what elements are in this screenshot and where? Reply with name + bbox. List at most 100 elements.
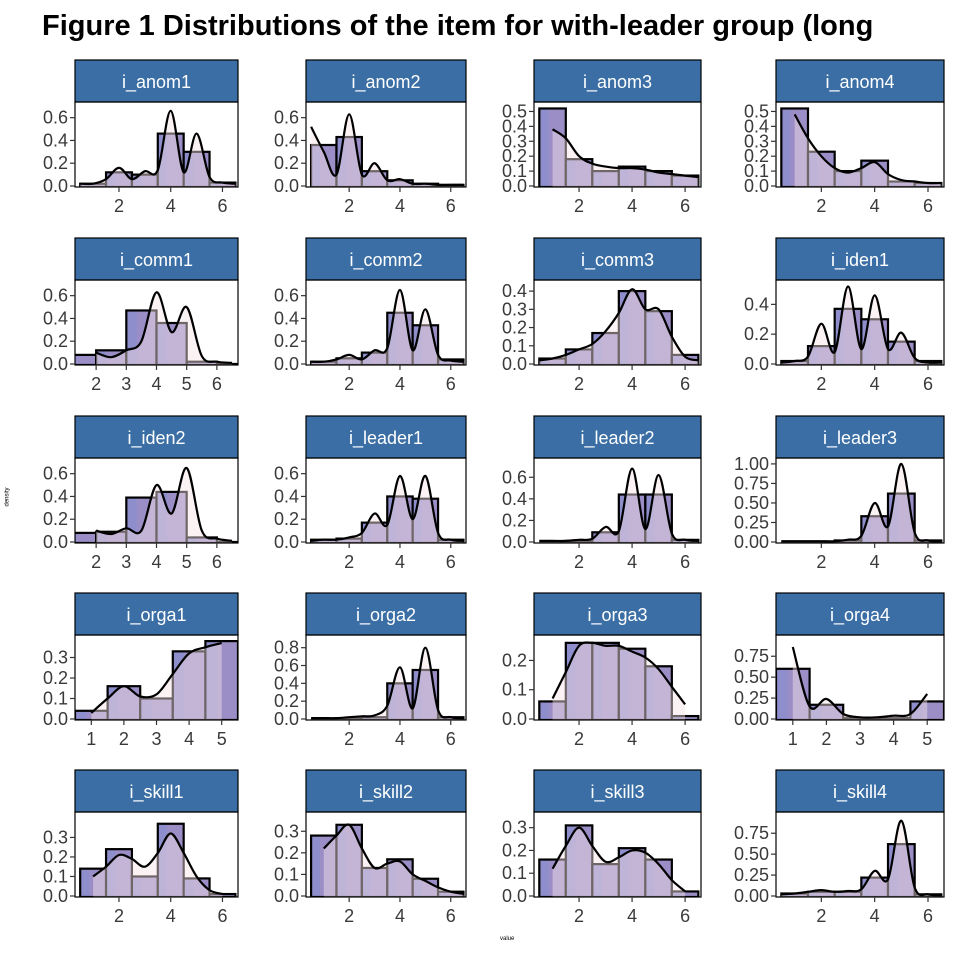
density-area xyxy=(311,114,464,187)
x-tick-label: 6 xyxy=(680,906,690,926)
density-curve xyxy=(793,113,942,185)
facet-panel-i_leader1: i_leader1 0.0 0.2 0.40.6 2 4 6 xyxy=(274,415,467,572)
facet-strip xyxy=(533,592,702,636)
density-curve xyxy=(781,462,942,543)
x-tick-label: 3 xyxy=(855,729,865,749)
density-area xyxy=(792,647,928,720)
figure-title: Figure 1 Distributions of the item for w… xyxy=(42,10,874,42)
density-curve xyxy=(551,826,686,893)
y-tick-label: 0.0 xyxy=(274,886,299,906)
y-tick-label: 0.4 xyxy=(502,116,527,136)
y-tick-label: 0.25 xyxy=(734,688,769,708)
y-tick-label: 0.1 xyxy=(43,689,68,709)
x-tick-label: 2 xyxy=(344,552,354,572)
x-tick-label: 6 xyxy=(217,196,227,216)
facet-panel-i_anom4: i_anom4 0.00.10.20.30.40.5 2 4 6 xyxy=(744,59,945,216)
y-tick-label: 0.6 xyxy=(274,656,299,676)
y-tick-label: 0.3 xyxy=(744,131,769,151)
x-tick-label: 2 xyxy=(344,906,354,926)
facet-strip-label: i_skill4 xyxy=(833,782,887,803)
facet-panel-i_iden1: i_iden1 0.0 0.2 0.4 2 4 6 xyxy=(744,237,945,394)
x-tick-label: 4 xyxy=(870,374,880,394)
y-tick-label: 0.1 xyxy=(274,864,299,884)
y-tick-label: 0.4 xyxy=(744,294,769,314)
y-tick-label: 0.0 xyxy=(43,354,68,374)
y-tick-label: 0.0 xyxy=(502,886,527,906)
x-tick-label: 4 xyxy=(166,906,176,926)
y-tick-label: 0.3 xyxy=(274,821,299,841)
y-tick-label: 0.6 xyxy=(274,286,299,306)
facet-panel-i_leader2: i_leader2 0.00.20.40.6 2 4 6 xyxy=(502,415,702,572)
x-tick-label: 3 xyxy=(121,552,131,572)
histogram-bar xyxy=(309,834,338,897)
facet-strip-label: i_leader2 xyxy=(580,428,654,449)
y-tick-label: 0.2 xyxy=(43,331,68,351)
y-tick-label: 0.3 xyxy=(502,131,527,151)
histogram-bar xyxy=(79,867,108,897)
facet-strip xyxy=(305,769,467,813)
x-tick-label: 2 xyxy=(816,196,826,216)
histogram-bar xyxy=(156,822,185,897)
panel-border xyxy=(775,101,945,188)
panel-border xyxy=(305,457,467,544)
density-area xyxy=(311,647,464,720)
y-tick-label: 0.0 xyxy=(744,354,769,374)
density-area xyxy=(552,827,686,897)
density-curve xyxy=(95,291,233,364)
density-curve xyxy=(311,646,464,720)
density-curve xyxy=(791,646,929,719)
panel-border xyxy=(74,101,239,188)
x-tick-label: 2 xyxy=(574,552,584,572)
y-tick-label: 0.0 xyxy=(43,886,68,906)
y-tick-label: 0.50 xyxy=(734,844,769,864)
y-tick-label: 0.6 xyxy=(43,286,68,306)
facet-panel-i_orga1: i_orga1 0.00.10.20.3 1 2 3 4 5 xyxy=(43,592,239,749)
x-tick-label: 6 xyxy=(446,552,456,572)
panel-border xyxy=(305,279,467,366)
facet-panel-i_orga3: i_orga3 0.0 0.1 0.2 2 4 6 xyxy=(502,592,702,749)
x-tick-label: 4 xyxy=(151,552,161,572)
x-tick-label: 6 xyxy=(446,906,456,926)
x-tick-label: 1 xyxy=(788,729,798,749)
density-curve xyxy=(539,288,699,362)
y-tick-label: 0.25 xyxy=(734,512,769,532)
x-tick-label: 6 xyxy=(680,552,690,572)
facet-panel-i_anom1: i_anom1 0.0 0.2 0.40.6 2 4 6 xyxy=(43,59,239,216)
y-tick-label: 0.1 xyxy=(744,161,769,181)
plot-area xyxy=(309,474,465,543)
plot-area xyxy=(538,824,700,897)
x-tick-label: 5 xyxy=(217,729,227,749)
y-tick-label: 0.2 xyxy=(43,509,68,529)
y-tick-label: 0.00 xyxy=(734,532,769,552)
histogram-bar xyxy=(185,360,218,365)
plot-area xyxy=(79,822,237,897)
density-curve xyxy=(310,474,464,542)
x-tick-label: 4 xyxy=(395,196,405,216)
panel-border xyxy=(533,634,702,721)
y-tick-label: 0.1 xyxy=(502,336,527,356)
y-tick-label: 0.0 xyxy=(502,176,527,196)
facet-strip xyxy=(305,415,467,459)
x-tick-label: 6 xyxy=(680,196,690,216)
histogram-bar xyxy=(360,866,389,897)
y-tick-label: 0.6 xyxy=(274,464,299,484)
y-tick-label: 0.50 xyxy=(734,493,769,513)
density-curve xyxy=(90,642,222,714)
plot-area xyxy=(75,291,238,365)
histogram-bar xyxy=(436,358,465,365)
facet-strip xyxy=(775,59,945,103)
y-tick-label: 0.2 xyxy=(43,847,68,867)
density-area xyxy=(539,468,699,543)
x-tick-label: 2 xyxy=(91,552,101,572)
facet-panel-i_skill3: i_skill3 0.0 0.1 0.20.3 2 4 6 xyxy=(502,769,702,926)
facet-strip xyxy=(74,415,239,459)
facet-strip-label: i_anom2 xyxy=(351,72,420,93)
x-tick-label: 3 xyxy=(151,729,161,749)
x-tick-label: 4 xyxy=(870,906,880,926)
x-tick-label: 2 xyxy=(114,906,124,926)
facet-strip xyxy=(74,769,239,813)
x-tick-label: 2 xyxy=(344,374,354,394)
y-tick-label: 0.4 xyxy=(744,116,769,136)
histogram-bar xyxy=(591,863,620,897)
